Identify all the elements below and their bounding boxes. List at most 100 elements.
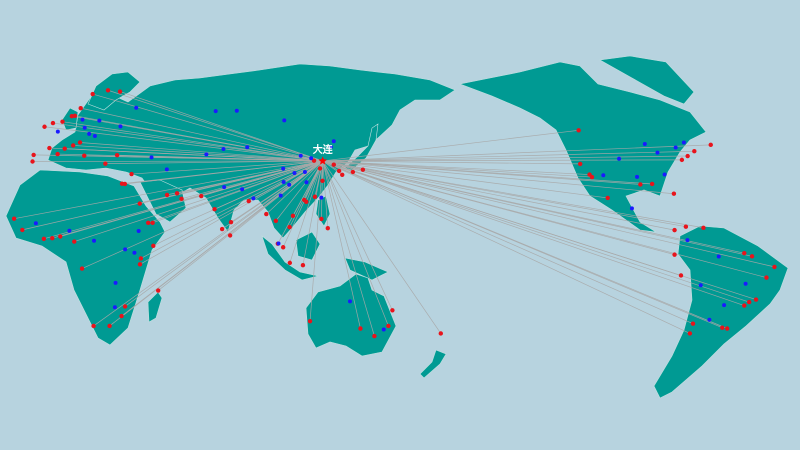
inland-marker[interactable]	[67, 228, 72, 233]
port-marker[interactable]	[77, 140, 83, 145]
inland-marker[interactable]	[328, 144, 333, 149]
port-marker[interactable]	[672, 252, 677, 257]
inland-marker[interactable]	[617, 156, 622, 161]
port-marker[interactable]	[687, 331, 693, 336]
inland-marker[interactable]	[234, 108, 239, 113]
inland-marker[interactable]	[276, 241, 281, 246]
port-marker[interactable]	[690, 321, 696, 326]
port-marker[interactable]	[307, 318, 313, 324]
inland-marker[interactable]	[287, 182, 292, 187]
port-marker[interactable]	[679, 157, 685, 163]
inland-marker[interactable]	[55, 129, 60, 134]
inland-marker[interactable]	[642, 141, 647, 146]
inland-marker[interactable]	[601, 173, 606, 178]
port-marker[interactable]	[336, 168, 342, 174]
inland-marker[interactable]	[113, 280, 118, 285]
port-marker[interactable]	[122, 304, 128, 309]
port-marker[interactable]	[671, 191, 677, 196]
inland-marker[interactable]	[743, 281, 748, 286]
port-marker[interactable]	[55, 151, 60, 157]
port-marker[interactable]	[331, 162, 336, 167]
inland-marker[interactable]	[673, 145, 678, 150]
port-marker[interactable]	[287, 260, 293, 266]
port-marker[interactable]	[105, 88, 111, 93]
port-marker[interactable]	[320, 178, 325, 183]
port-marker[interactable]	[11, 216, 17, 221]
port-marker[interactable]	[82, 153, 87, 158]
port-marker[interactable]	[90, 91, 95, 97]
port-marker[interactable]	[129, 171, 134, 177]
port-marker[interactable]	[438, 331, 443, 336]
port-marker[interactable]	[42, 124, 47, 129]
port-marker[interactable]	[350, 169, 356, 175]
port-marker[interactable]	[678, 273, 684, 278]
port-marker[interactable]	[70, 143, 76, 148]
inland-marker[interactable]	[118, 124, 123, 129]
port-marker[interactable]	[742, 250, 747, 256]
port-marker[interactable]	[692, 149, 697, 154]
inland-marker[interactable]	[278, 193, 283, 198]
inland-marker[interactable]	[302, 170, 307, 175]
origin-marker[interactable]: 大连	[313, 143, 334, 165]
port-marker[interactable]	[319, 216, 324, 222]
port-marker[interactable]	[764, 275, 769, 280]
port-marker[interactable]	[708, 142, 713, 148]
inland-marker[interactable]	[655, 150, 660, 155]
port-marker[interactable]	[746, 299, 752, 305]
port-marker[interactable]	[119, 313, 124, 319]
inland-marker[interactable]	[707, 317, 712, 322]
inland-marker[interactable]	[281, 180, 286, 185]
port-marker[interactable]	[724, 326, 730, 331]
port-marker[interactable]	[50, 235, 55, 241]
port-marker[interactable]	[720, 325, 725, 330]
inland-marker[interactable]	[240, 187, 245, 192]
port-marker[interactable]	[155, 288, 161, 293]
inland-marker[interactable]	[635, 174, 640, 179]
inland-marker[interactable]	[132, 250, 137, 255]
inland-marker[interactable]	[123, 247, 128, 252]
port-marker[interactable]	[772, 264, 777, 270]
port-marker[interactable]	[649, 181, 655, 187]
port-marker[interactable]	[685, 153, 690, 159]
port-marker[interactable]	[683, 224, 689, 229]
inland-marker[interactable]	[87, 131, 92, 136]
port-marker[interactable]	[228, 219, 234, 225]
port-marker[interactable]	[174, 191, 180, 196]
port-marker[interactable]	[273, 218, 279, 224]
inland-marker[interactable]	[381, 327, 386, 332]
inland-marker[interactable]	[251, 196, 256, 201]
port-marker[interactable]	[151, 243, 156, 248]
inland-marker[interactable]	[149, 155, 154, 160]
port-marker[interactable]	[742, 303, 747, 308]
port-marker[interactable]	[60, 119, 65, 124]
port-marker[interactable]	[312, 194, 318, 199]
port-marker[interactable]	[78, 105, 83, 111]
inland-marker[interactable]	[134, 105, 139, 110]
port-marker[interactable]	[122, 181, 128, 187]
port-marker[interactable]	[47, 145, 52, 151]
port-marker[interactable]	[227, 233, 233, 238]
port-marker[interactable]	[79, 266, 85, 271]
inland-marker[interactable]	[82, 125, 87, 130]
port-marker[interactable]	[138, 256, 144, 261]
port-marker[interactable]	[150, 220, 155, 226]
port-marker[interactable]	[360, 167, 366, 172]
inland-marker[interactable]	[304, 180, 309, 185]
inland-marker[interactable]	[92, 134, 97, 139]
inland-marker[interactable]	[97, 118, 102, 123]
port-marker[interactable]	[212, 207, 217, 212]
port-marker[interactable]	[753, 297, 759, 302]
port-marker[interactable]	[58, 234, 63, 239]
inland-marker[interactable]	[298, 153, 303, 158]
port-marker[interactable]	[287, 224, 292, 230]
port-marker[interactable]	[372, 333, 377, 339]
inland-marker[interactable]	[213, 109, 218, 114]
port-marker[interactable]	[605, 195, 610, 201]
port-marker[interactable]	[219, 226, 225, 232]
inland-marker[interactable]	[681, 140, 686, 145]
port-marker[interactable]	[264, 211, 269, 217]
inland-marker[interactable]	[662, 172, 667, 177]
port-marker[interactable]	[300, 263, 306, 268]
port-marker[interactable]	[701, 225, 706, 230]
port-marker[interactable]	[390, 308, 395, 313]
